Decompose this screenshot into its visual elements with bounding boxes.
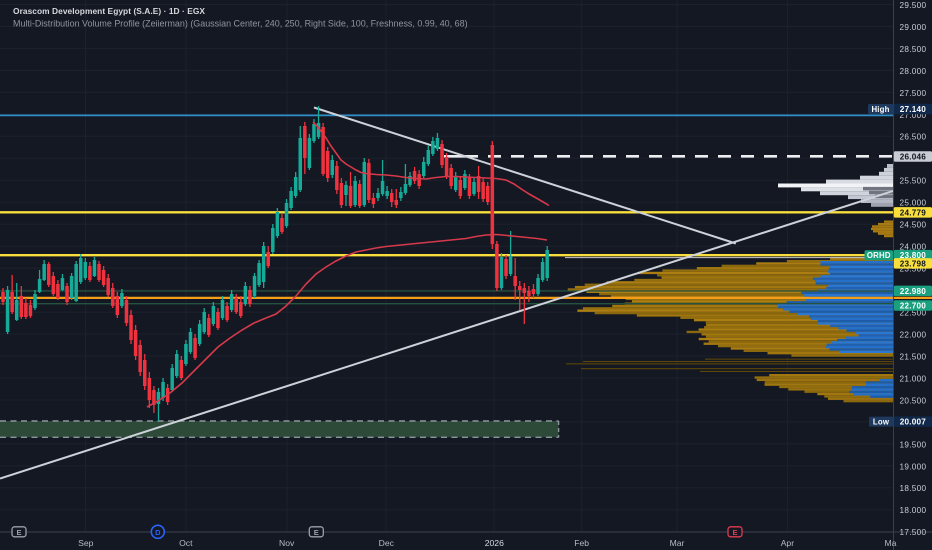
svg-text:22.700: 22.700 xyxy=(900,302,926,311)
svg-text:Dec: Dec xyxy=(379,538,395,548)
svg-text:Multi-Distribution Volume Prof: Multi-Distribution Volume Profile (Zeiie… xyxy=(13,19,468,29)
svg-text:E: E xyxy=(732,528,737,537)
svg-text:24.500: 24.500 xyxy=(900,221,927,230)
svg-text:23.800: 23.800 xyxy=(900,251,926,260)
svg-text:Oct: Oct xyxy=(179,538,193,548)
svg-text:21.000: 21.000 xyxy=(900,374,927,383)
svg-text:23.500: 23.500 xyxy=(900,265,927,274)
svg-text:29.000: 29.000 xyxy=(900,23,927,32)
svg-text:21.500: 21.500 xyxy=(900,352,927,361)
svg-text:26.500: 26.500 xyxy=(900,133,927,142)
svg-text:E: E xyxy=(314,528,319,537)
svg-text:28.000: 28.000 xyxy=(900,67,927,76)
svg-text:19.500: 19.500 xyxy=(900,440,927,449)
svg-text:29.500: 29.500 xyxy=(900,1,927,10)
svg-text:Feb: Feb xyxy=(574,538,589,548)
svg-text:2026: 2026 xyxy=(485,538,504,548)
svg-text:20.007: 20.007 xyxy=(900,418,926,427)
svg-text:25.000: 25.000 xyxy=(900,199,927,208)
svg-text:18.000: 18.000 xyxy=(900,506,927,515)
svg-text:22.000: 22.000 xyxy=(900,330,927,339)
svg-text:Sep: Sep xyxy=(78,538,94,548)
svg-text:High: High xyxy=(871,105,889,114)
svg-text:D: D xyxy=(155,528,161,537)
svg-text:20.500: 20.500 xyxy=(900,396,927,405)
svg-text:Apr: Apr xyxy=(781,538,795,548)
svg-text:24.000: 24.000 xyxy=(900,243,927,252)
svg-text:22.500: 22.500 xyxy=(900,309,927,318)
svg-text:23.798: 23.798 xyxy=(900,259,926,268)
svg-text:E: E xyxy=(16,528,21,537)
svg-text:27.500: 27.500 xyxy=(900,89,927,98)
svg-text:19.000: 19.000 xyxy=(900,462,927,471)
svg-text:Nov: Nov xyxy=(279,538,295,548)
svg-text:24.779: 24.779 xyxy=(900,208,926,217)
svg-text:Orascom Development Egypt (S.A: Orascom Development Egypt (S.A.E) · 1D ·… xyxy=(13,6,205,16)
svg-text:ORHD: ORHD xyxy=(867,251,891,260)
svg-text:Low: Low xyxy=(873,418,890,427)
svg-text:27.000: 27.000 xyxy=(900,111,927,120)
svg-text:18.500: 18.500 xyxy=(900,484,927,493)
svg-text:26.046: 26.046 xyxy=(900,153,926,162)
svg-text:22.980: 22.980 xyxy=(900,287,926,296)
svg-text:25.500: 25.500 xyxy=(900,177,927,186)
svg-text:28.500: 28.500 xyxy=(900,45,927,54)
svg-text:Mar: Mar xyxy=(670,538,685,548)
svg-text:17.500: 17.500 xyxy=(900,528,927,537)
svg-text:Ma: Ma xyxy=(885,538,897,548)
svg-text:27.140: 27.140 xyxy=(900,105,926,114)
